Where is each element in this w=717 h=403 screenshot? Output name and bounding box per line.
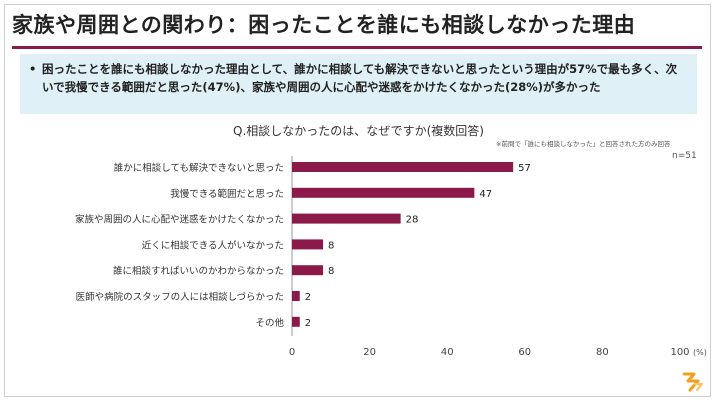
bar [292, 162, 514, 172]
category-label: 我慢できる範囲だと思った [170, 188, 284, 200]
x-unit-label: (%) [693, 348, 707, 357]
data-label: 8 [328, 266, 334, 277]
x-tick-label: 40 [441, 347, 454, 358]
category-label: 誰に相談すればいいのかわからなかった [113, 265, 284, 277]
x-tick-label: 0 [289, 347, 295, 358]
company-logo-icon [682, 372, 704, 392]
data-label: 28 [406, 215, 419, 226]
bar [292, 291, 300, 301]
data-label: 2 [305, 318, 311, 329]
category-label: その他 [255, 317, 284, 329]
category-label: 家族や周囲の人に心配や迷惑をかけたくなかった [75, 214, 284, 226]
data-label: 2 [305, 292, 311, 303]
category-label: 誰かに相談しても解決できないと思った [114, 162, 284, 174]
bar [292, 239, 324, 250]
summary-bullet: • [29, 62, 37, 76]
x-tick-label: 20 [363, 347, 376, 358]
category-label: 医師や病院のスタッフの人には相談しづらかった [76, 291, 284, 303]
x-tick-label: 100 [670, 347, 689, 358]
summary-box: • 困ったことを誰にも相談しなかった理由として、誰かに相談しても解決できないと思… [20, 54, 697, 114]
bar [292, 213, 401, 224]
title-underline [12, 46, 702, 49]
footnote: ※前問で「誰にも相談しなかった」と回答された方のみ回答 [496, 140, 671, 148]
data-label: 47 [479, 189, 492, 200]
category-label: 近くに相談できる人がいなかった [142, 239, 284, 251]
bar [292, 265, 324, 276]
bar [292, 187, 475, 198]
question-title: Q.相談しなかったのは、なぜですか(複数回答) [233, 124, 484, 138]
x-tick-label: 60 [518, 347, 531, 358]
page-title: 家族や周囲との関わり：困ったことを誰にも相談しなかった理由 [12, 13, 636, 37]
bar [292, 316, 300, 327]
summary-text: 困ったことを誰にも相談しなかった理由として、誰かに相談しても解決できないと思った… [42, 62, 678, 94]
x-tick-label: 80 [596, 347, 609, 358]
sample-size-label: n=51 [672, 151, 697, 161]
data-label: 8 [328, 240, 334, 251]
data-label: 57 [518, 163, 531, 174]
